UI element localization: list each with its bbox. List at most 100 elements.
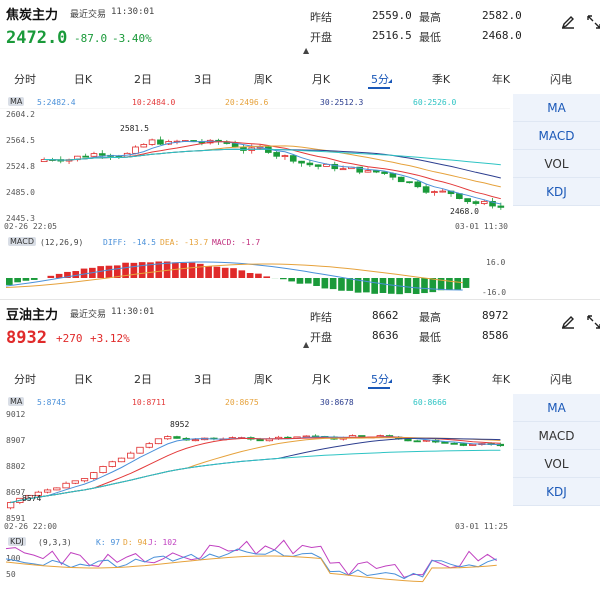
macd-bar: [72, 271, 80, 278]
candle-body: [40, 159, 48, 163]
y-tick: 8591: [6, 514, 26, 523]
indicator-ma[interactable]: MA: [513, 94, 600, 122]
kline-chart[interactable]: [0, 108, 510, 298]
indicator-macd[interactable]: MACD: [513, 122, 600, 150]
tab-6[interactable]: 5分: [355, 371, 405, 389]
indicator-kdj[interactable]: KDJ: [513, 478, 600, 506]
candle-body: [356, 166, 363, 173]
max-price-mark: 8952: [170, 420, 190, 429]
collapse-icon[interactable]: ▲: [303, 340, 310, 349]
macd-bar: [196, 263, 204, 278]
indicator-vol[interactable]: VOL: [513, 150, 600, 178]
candle-body: [164, 436, 172, 440]
open-value: 2516.5: [372, 29, 412, 42]
tab-4[interactable]: 周K: [238, 71, 288, 87]
candle-body: [191, 439, 200, 442]
candle-body: [381, 171, 388, 174]
candle-body: [441, 441, 449, 444]
tab-3[interactable]: 3日: [178, 371, 228, 387]
candle-body: [82, 155, 89, 158]
indicator-label: MA: [547, 401, 566, 415]
draw-pen-icon[interactable]: [560, 14, 576, 30]
tab-9[interactable]: 闪电: [536, 71, 586, 87]
y-tick: 8802: [6, 462, 26, 471]
tab-9[interactable]: 闪电: [536, 371, 586, 387]
sub-indicator-params: (12,26,9): [40, 238, 84, 247]
macd-bar: [180, 262, 188, 278]
indicator-macd[interactable]: MACD: [513, 422, 600, 450]
high-label: 最高: [419, 311, 441, 324]
tab-5[interactable]: 月K: [296, 371, 346, 387]
tab-1[interactable]: 日K: [58, 71, 108, 87]
dif-line: [5, 261, 463, 291]
candle-body: [364, 170, 372, 173]
tab-5[interactable]: 月K: [296, 71, 346, 87]
low-label: 最低: [419, 31, 441, 44]
ma5-value: 5:2482.4: [37, 98, 76, 107]
candle-body: [306, 162, 314, 166]
candle-body: [439, 190, 447, 193]
sub-indicator-params: (9,3,3): [38, 538, 72, 547]
macd-bar: [321, 278, 329, 289]
candle-body: [240, 146, 247, 151]
candle-body: [231, 143, 239, 148]
kline-chart[interactable]: [0, 408, 510, 598]
x-tick-start: 02-26 22:05: [4, 222, 57, 231]
tab-2[interactable]: 2日: [118, 371, 168, 387]
indicator-label: KDJ: [546, 485, 567, 499]
last-price: 8932: [6, 328, 47, 348]
macd-bar: [163, 261, 171, 278]
macd-bar: [437, 278, 445, 291]
max-price-mark: 2581.5: [120, 124, 149, 133]
tab-6[interactable]: 5分: [355, 71, 405, 89]
tab-7[interactable]: 季K: [416, 371, 466, 387]
tab-4[interactable]: 周K: [238, 371, 288, 387]
indicator-vol[interactable]: VOL: [513, 450, 600, 478]
ma10-value: 10:2484.0: [132, 98, 176, 107]
draw-pen-icon[interactable]: [560, 314, 576, 330]
candle-body: [469, 443, 477, 446]
macd-bar: [221, 267, 229, 278]
indicator-ma[interactable]: MA: [513, 394, 600, 422]
macd-bar: [138, 262, 146, 278]
tab-7[interactable]: 季K: [416, 71, 466, 87]
macd-bar: [288, 278, 295, 282]
min-price-mark: 2468.0: [450, 207, 479, 216]
expand-icon[interactable]: [586, 14, 600, 30]
ma-line: [10, 435, 501, 504]
macd-bar: [329, 278, 337, 290]
candle-body: [480, 200, 488, 204]
prev-close-value: 2559.0: [372, 9, 412, 22]
prev-close-label: 昨结: [310, 311, 332, 324]
candle-body: [148, 139, 156, 145]
tab-0[interactable]: 分时: [0, 71, 50, 87]
candle-body: [132, 146, 139, 154]
macd-bar: [296, 278, 304, 284]
low-value: 2468.0: [482, 29, 522, 42]
sub-indicator-tag[interactable]: MACD: [8, 237, 36, 246]
macd-bar: [188, 262, 196, 278]
ma-tag[interactable]: MA: [8, 97, 25, 106]
tab-label: 3日: [194, 73, 212, 86]
candle-body: [99, 466, 107, 474]
macd-bar: [6, 278, 13, 285]
tab-label: 季K: [431, 373, 451, 386]
macd-bar: [30, 278, 38, 280]
tab-0[interactable]: 分时: [0, 371, 50, 387]
sub-value-a: K: 97: [96, 538, 121, 547]
sub-indicator-tag[interactable]: KDJ: [8, 537, 26, 546]
tab-1[interactable]: 日K: [58, 371, 108, 387]
candle-body: [414, 181, 422, 188]
tab-8[interactable]: 年K: [476, 71, 526, 87]
tab-3[interactable]: 3日: [178, 71, 228, 87]
indicator-kdj[interactable]: KDJ: [513, 178, 600, 206]
tab-8[interactable]: 年K: [476, 371, 526, 387]
tab-label: 闪电: [550, 73, 572, 86]
ma-tag[interactable]: MA: [8, 397, 25, 406]
expand-icon[interactable]: [586, 314, 600, 330]
collapse-icon[interactable]: ▲: [303, 46, 310, 55]
macd-bar: [387, 278, 395, 294]
macd-bar: [64, 271, 71, 278]
macd-bar: [97, 266, 104, 278]
tab-2[interactable]: 2日: [118, 71, 168, 87]
